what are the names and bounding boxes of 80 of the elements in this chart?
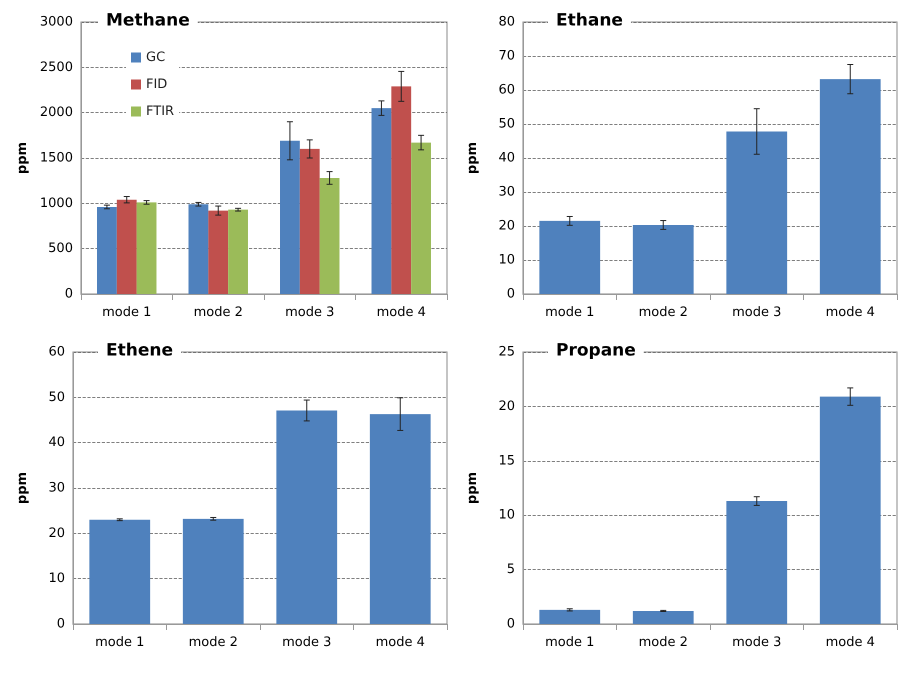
y-tick-label: 1500: [40, 150, 73, 166]
y-tick-label: 5: [506, 562, 515, 578]
y-axis-title: ppm: [15, 472, 30, 504]
x-tick-label: mode 2: [638, 305, 688, 320]
bar: [228, 210, 248, 294]
chart-title: Methane: [106, 10, 190, 30]
chart-title: Propane: [556, 340, 636, 360]
bar: [280, 140, 300, 294]
y-tick-label: 0: [56, 616, 65, 632]
y-tick-label: 2500: [40, 60, 73, 75]
y-tick-label: 0: [506, 286, 515, 302]
legend-label: FID: [146, 77, 168, 92]
y-tick-label: 50: [498, 116, 515, 132]
legend-label: GC: [146, 50, 166, 65]
bar: [411, 142, 431, 294]
y-tick-label: 10: [498, 252, 515, 268]
y-tick-label: 10: [498, 508, 515, 523]
bar: [539, 220, 600, 294]
bar: [726, 501, 788, 624]
chart-title: Ethane: [556, 10, 623, 30]
y-tick-label: 60: [498, 82, 515, 98]
bar: [188, 204, 208, 294]
x-tick-label: mode 3: [732, 305, 782, 320]
bar: [820, 79, 881, 294]
y-tick-label: 15: [498, 453, 515, 468]
y-tick-label: 10: [48, 571, 65, 586]
y-tick-label: 30: [48, 480, 65, 496]
x-tick-label: mode 3: [285, 305, 334, 320]
x-tick-label: mode 1: [102, 305, 152, 320]
y-axis-title: ppm: [15, 142, 30, 174]
bar: [300, 148, 320, 294]
bar: [726, 131, 788, 294]
y-tick-label: 1000: [40, 196, 73, 211]
legend-label: FTIR: [146, 104, 174, 119]
x-tick-label: mode 4: [376, 305, 426, 320]
bar: [136, 202, 156, 294]
x-tick-label: mode 3: [282, 635, 332, 650]
bar: [539, 610, 600, 624]
y-tick-label: 20: [498, 218, 515, 234]
chart-title: Ethene: [106, 340, 174, 360]
x-tick-label: mode 1: [95, 635, 144, 650]
bar: [632, 610, 694, 624]
x-tick-label: mode 1: [545, 305, 594, 320]
bar: [391, 86, 412, 294]
bar: [370, 414, 431, 624]
y-tick-label: 2000: [40, 105, 73, 120]
y-axis-title: ppm: [465, 142, 480, 174]
x-tick-label: mode 2: [638, 635, 688, 650]
bar: [632, 224, 694, 294]
y-tick-label: 0: [64, 286, 73, 302]
bar: [208, 210, 228, 294]
y-tick-label: 70: [498, 48, 515, 64]
y-tick-label: 30: [498, 184, 515, 200]
y-tick-label: 500: [48, 241, 73, 256]
y-tick-label: 20: [498, 398, 515, 414]
x-tick-label: mode 1: [545, 635, 594, 650]
x-tick-label: mode 3: [732, 635, 782, 650]
y-tick-label: 80: [498, 14, 515, 30]
bar: [820, 396, 881, 624]
y-tick-label: 50: [48, 390, 65, 405]
bar: [116, 200, 137, 294]
y-tick-label: 20: [48, 526, 65, 541]
bar: [89, 520, 150, 624]
y-tick-label: 40: [48, 435, 65, 450]
y-tick-label: 60: [48, 344, 65, 360]
bar: [320, 178, 340, 294]
bar: [372, 108, 392, 294]
y-tick-label: 40: [498, 150, 515, 166]
y-tick-label: 3000: [40, 14, 73, 30]
bar: [276, 410, 338, 624]
x-tick-label: mode 4: [826, 305, 875, 320]
y-tick-label: 25: [498, 344, 515, 360]
y-tick-label: 0: [506, 616, 515, 632]
bar: [96, 206, 117, 294]
bar: [182, 518, 244, 624]
x-tick-label: mode 2: [188, 635, 238, 650]
x-tick-label: mode 4: [826, 635, 875, 650]
x-tick-label: mode 2: [194, 305, 243, 320]
x-tick-label: mode 4: [376, 635, 425, 650]
y-axis-title: ppm: [465, 472, 480, 504]
